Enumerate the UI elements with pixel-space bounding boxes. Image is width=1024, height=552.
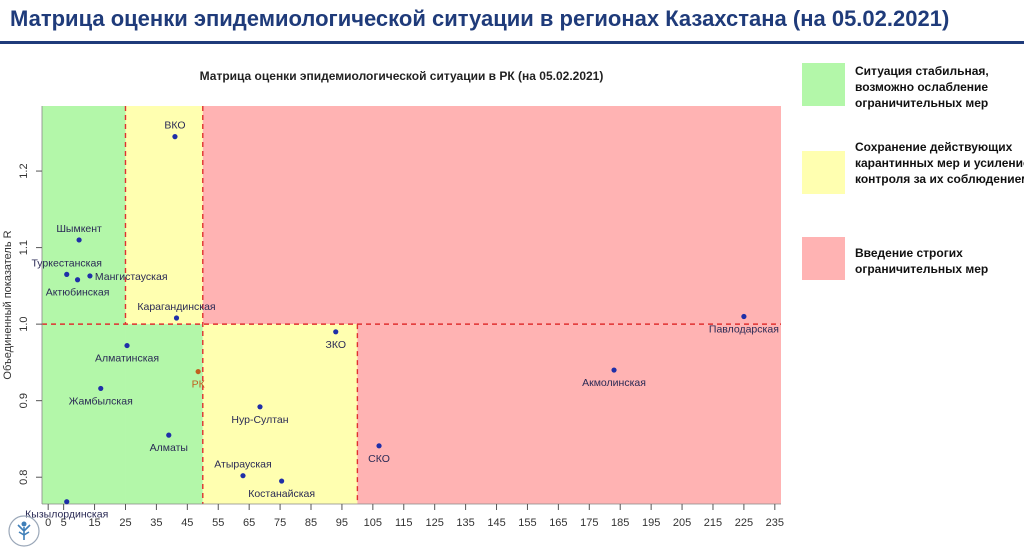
chart-title: Матрица оценки эпидемиологической ситуац… <box>200 69 604 83</box>
x-tick-label: 225 <box>735 517 753 529</box>
x-tick-label: 165 <box>549 517 567 529</box>
x-tick-label: 175 <box>580 517 598 529</box>
y-tick-label: 0.9 <box>18 393 30 408</box>
data-point <box>333 329 339 335</box>
zone-yellow-lower <box>202 324 358 504</box>
data-point-label: Шымкент <box>56 223 102 235</box>
legend-swatch-yellow <box>802 151 845 194</box>
legend-swatch-red <box>802 237 845 280</box>
data-point-label: РК <box>192 379 206 391</box>
data-point <box>64 499 70 505</box>
page-header: Матрица оценки эпидемиологической ситуац… <box>0 0 1024 44</box>
legend-item-green: Ситуация стабильная, возможно ослабление… <box>802 63 1024 110</box>
data-point <box>257 404 263 410</box>
x-tick-label: 35 <box>150 517 162 529</box>
title-underline <box>0 41 1024 44</box>
x-tick-label: 105 <box>364 517 382 529</box>
data-point-label: Акмолинская <box>582 377 646 389</box>
data-point-label: Алматы <box>150 442 188 454</box>
risk-matrix-chart: Матрица оценки эпидемиологической ситуац… <box>2 69 784 529</box>
x-tick-label: 15 <box>88 517 100 529</box>
y-tick-label: 0.8 <box>18 470 30 485</box>
data-point-label: ВКО <box>164 120 185 132</box>
data-point <box>76 237 82 243</box>
data-point-label: Костанайская <box>248 488 315 500</box>
legend-swatch-green <box>802 63 845 106</box>
x-tick-label: 45 <box>181 517 193 529</box>
x-tick-label: 235 <box>766 517 784 529</box>
x-tick-label: 145 <box>487 517 505 529</box>
x-tick-label: 95 <box>336 517 348 529</box>
legend-text-yellow: Сохранение действующих карантинных мер и… <box>855 140 1024 186</box>
data-point-label: Атырауская <box>214 459 271 471</box>
legend-item-red: Введение строгих ограничительных мер <box>802 237 1024 283</box>
legend-text-green: Ситуация стабильная, возможно ослабление… <box>855 64 989 110</box>
x-tick-label: 115 <box>395 517 413 529</box>
data-point <box>195 368 201 375</box>
y-tick-label: 1.1 <box>18 240 30 255</box>
data-point <box>172 134 178 140</box>
x-tick-label: 185 <box>611 517 629 529</box>
data-point-label: Туркестанская <box>31 257 102 269</box>
data-point-label: Кызылординская <box>25 509 108 521</box>
y-axis-label: Объединенный показатель R <box>2 230 14 379</box>
data-point <box>376 443 382 449</box>
legend-text-red: Введение строгих ограничительных мер <box>855 246 989 276</box>
data-point <box>124 342 130 349</box>
page-title: Матрица оценки эпидемиологической ситуац… <box>10 6 950 31</box>
organization-logo-icon <box>4 513 44 547</box>
data-point-label: ЗКО <box>325 339 346 351</box>
x-tick-label: 65 <box>243 517 255 529</box>
x-tick-label: 155 <box>518 517 536 529</box>
x-tick-label: 215 <box>704 517 722 529</box>
data-point-label: СКО <box>368 453 390 465</box>
x-tick-label: 195 <box>642 517 660 529</box>
data-point-label: Актюбинская <box>46 287 110 299</box>
zone-green-lower <box>125 324 203 504</box>
zone-yellow-upper <box>125 106 203 325</box>
data-point-label: Павлодарская <box>709 323 779 335</box>
data-point <box>240 473 246 479</box>
y-tick-label: 1.0 <box>18 316 30 331</box>
data-point <box>87 273 93 279</box>
x-tick-label: 85 <box>305 517 317 529</box>
data-point <box>74 277 81 283</box>
zone-green-left <box>42 106 126 504</box>
data-point-label: Мангистауская <box>95 271 168 283</box>
x-tick-label: 0 <box>45 517 51 529</box>
data-point <box>741 313 747 320</box>
data-point-label: Жамбылская <box>69 395 133 407</box>
zone-red-upper <box>202 106 781 325</box>
y-tick-label: 1.2 <box>18 163 30 178</box>
x-tick-label: 205 <box>673 517 691 529</box>
x-tick-label: 25 <box>119 517 131 529</box>
data-point-label: Нур-Султан <box>231 414 288 426</box>
data-point <box>166 432 172 438</box>
data-point <box>64 271 70 277</box>
zone-red-lower <box>357 324 781 504</box>
x-tick-label: 125 <box>426 517 444 529</box>
data-point <box>98 385 104 392</box>
legend-item-yellow: Сохранение действующих карантинных мер и… <box>802 140 1024 197</box>
data-point-label: Алматинская <box>95 353 159 365</box>
x-tick-label: 5 <box>61 517 67 529</box>
data-point <box>279 478 285 484</box>
x-tick-label: 135 <box>456 517 474 529</box>
data-point <box>173 315 180 321</box>
x-tick-label: 75 <box>274 517 286 529</box>
data-point-label: Карагандинская <box>137 301 215 313</box>
x-tick-label: 55 <box>212 517 224 529</box>
data-point <box>611 367 617 373</box>
